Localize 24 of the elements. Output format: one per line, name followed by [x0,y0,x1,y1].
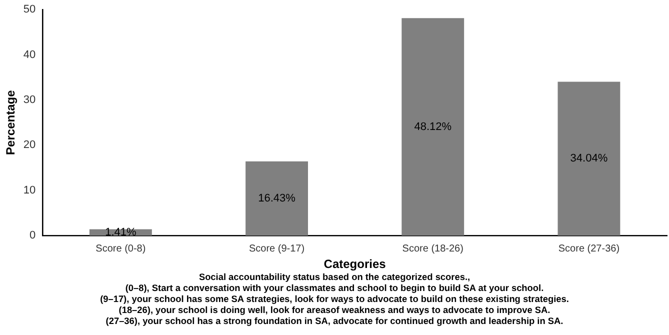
y-axis-title: Percentage [4,90,18,155]
text: (27–36), your school has a strong foundation in SA, advocate for continued growth and leadership in SA. [104,316,564,327]
x-tick-label: Score (9-17) [248,243,305,254]
y-tick-label: 10 [23,184,36,196]
data-label: 34.04% [570,152,608,165]
y-tick-label: 30 [23,94,36,106]
data-label: 1.41% [105,226,136,238]
y-tick-label: 50 [23,4,36,16]
x-tick-label: Score (0-8) [96,243,146,254]
text: (0–8), Start a conversation with your classmates and school to begin to build SA at your school. [124,283,545,294]
text: Social accountability status based on the categorized scores., [198,272,472,283]
y-tick-label: 0 [30,230,36,242]
bar [558,82,620,236]
y-tick-label: 20 [23,139,36,152]
bar [246,161,308,236]
text: (9–17), your school has some SA strategies, look for ways to advocate to build on these existing strategies. [99,294,570,305]
text: (18–26), your school is doing well, look for areasof weakness and ways to advocate to improve SA. [118,305,552,316]
data-label: 16.43% [258,192,296,204]
bar [402,18,464,236]
x-axis-title: Categories [324,257,386,272]
y-tick-label: 40 [23,48,36,61]
x-tick-label: Score (27-36) [558,243,620,254]
x-tick-label: Score (18-26) [402,243,464,254]
data-label: 48.12% [414,120,452,133]
